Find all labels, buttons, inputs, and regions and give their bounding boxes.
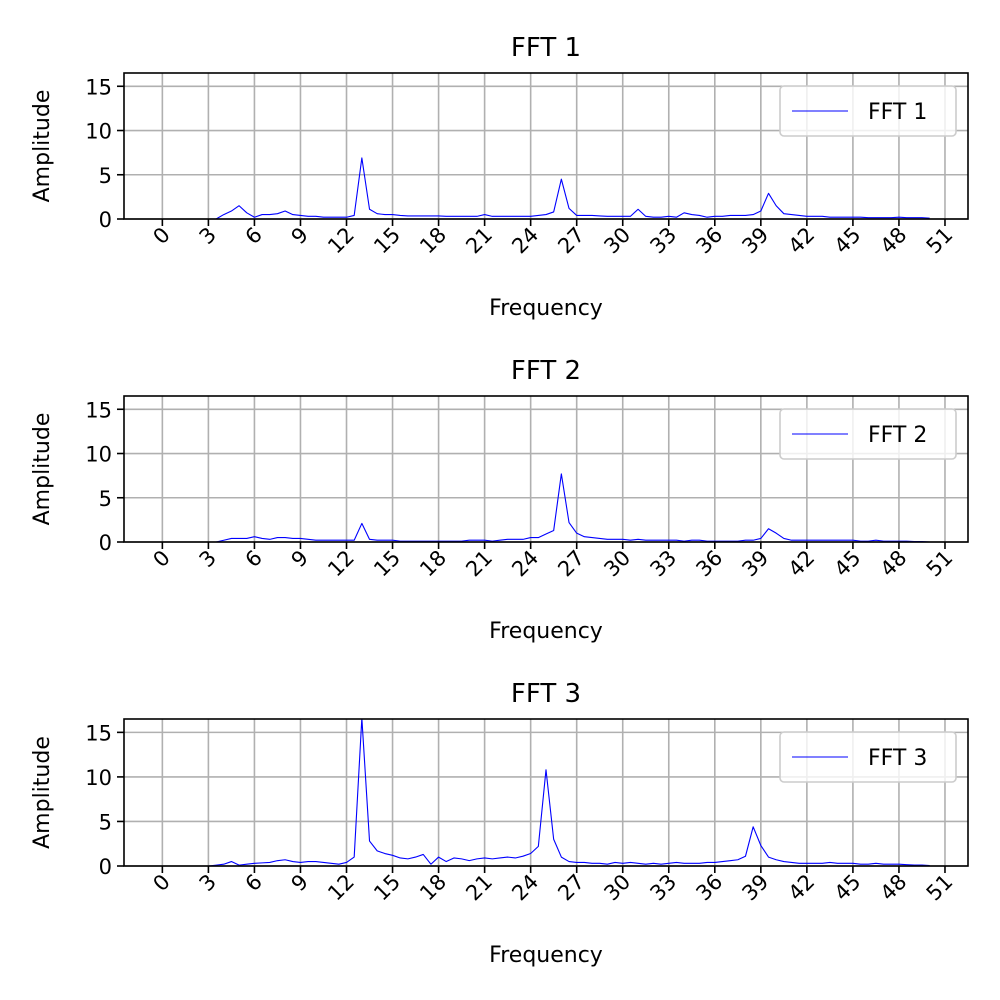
y-tick-label: 0 bbox=[99, 531, 112, 555]
y-tick-label: 5 bbox=[99, 487, 112, 511]
x-tick-label: 39 bbox=[737, 870, 773, 906]
x-tick-label: 51 bbox=[922, 223, 958, 259]
x-tick-label: 18 bbox=[415, 546, 451, 582]
x-axis-label: Frequency bbox=[489, 943, 603, 968]
chart-title: FFT 2 bbox=[511, 356, 581, 386]
x-tick-label: 27 bbox=[553, 546, 589, 582]
x-tick-label: 33 bbox=[645, 546, 681, 582]
legend-label: FFT 2 bbox=[868, 423, 927, 448]
y-tick-label: 10 bbox=[85, 120, 112, 144]
x-tick-label: 48 bbox=[876, 223, 912, 259]
x-tick-label: 48 bbox=[876, 546, 912, 582]
chart-panel-2: 0 3 6 9 12 15 18 21 24 27 30 33 36 39 42 45 48 51051015FF… bbox=[30, 356, 969, 644]
x-tick-label: 36 bbox=[691, 546, 727, 582]
x-tick-label: 33 bbox=[645, 223, 681, 259]
x-tick-label: 0 bbox=[148, 546, 174, 572]
x-tick-label: 36 bbox=[691, 870, 727, 906]
x-tick-label: 6 bbox=[241, 870, 267, 896]
series-line-1-1 bbox=[162, 157, 930, 219]
x-tick-label: 0 bbox=[148, 223, 174, 249]
x-tick-label: 42 bbox=[784, 546, 820, 582]
y-tick-label: 0 bbox=[99, 208, 112, 232]
y-tick-label: 5 bbox=[99, 164, 112, 188]
y-tick-label: 15 bbox=[85, 75, 112, 99]
x-tick-label: 24 bbox=[507, 546, 543, 582]
x-tick-label: 21 bbox=[461, 223, 497, 259]
chart-panel-3: 0 3 6 9 12 15 18 21 24 27 30 33 36 39 42 45 48 51051015FF… bbox=[30, 679, 969, 968]
x-tick-label: 6 bbox=[241, 546, 267, 572]
y-tick-label: 0 bbox=[99, 855, 112, 879]
y-tick-label: 5 bbox=[99, 810, 112, 834]
y-axis-label: Amplitude bbox=[30, 413, 55, 526]
x-tick-label: 27 bbox=[553, 223, 589, 259]
legend: FFT 3 bbox=[779, 731, 957, 783]
x-tick-label: 21 bbox=[461, 546, 497, 582]
x-tick-label: 24 bbox=[507, 223, 543, 259]
x-tick-label: 45 bbox=[830, 870, 866, 906]
x-tick-label: 18 bbox=[415, 223, 451, 259]
legend-box bbox=[779, 408, 957, 460]
chart-title: FFT 1 bbox=[511, 33, 581, 63]
x-tick-label: 3 bbox=[195, 870, 221, 896]
x-tick-label: 51 bbox=[922, 870, 958, 906]
legend-label: FFT 1 bbox=[868, 100, 927, 125]
y-tick-label: 15 bbox=[85, 721, 112, 745]
x-tick-label: 30 bbox=[599, 870, 635, 906]
chart-title: FFT 3 bbox=[511, 679, 581, 709]
x-tick-label: 30 bbox=[599, 546, 635, 582]
y-tick-label: 10 bbox=[85, 443, 112, 467]
x-tick-label: 0 bbox=[148, 870, 174, 896]
y-tick-label: 10 bbox=[85, 766, 112, 790]
legend: FFT 1 bbox=[779, 85, 957, 137]
x-tick-label: 12 bbox=[323, 870, 359, 906]
x-tick-label: 15 bbox=[369, 223, 405, 259]
x-tick-label: 48 bbox=[876, 870, 912, 906]
x-tick-label: 42 bbox=[784, 870, 820, 906]
series-line-3-1 bbox=[162, 719, 930, 866]
x-tick-label: 45 bbox=[830, 223, 866, 259]
x-tick-label: 51 bbox=[922, 546, 958, 582]
x-tick-label: 18 bbox=[415, 870, 451, 906]
y-axis-label: Amplitude bbox=[30, 736, 55, 849]
x-tick-label: 15 bbox=[369, 870, 405, 906]
legend: FFT 2 bbox=[779, 408, 957, 460]
x-axis-label: Frequency bbox=[489, 619, 603, 644]
x-tick-label: 45 bbox=[830, 546, 866, 582]
x-tick-label: 3 bbox=[195, 546, 221, 572]
axes-frame bbox=[123, 395, 969, 543]
legend-box bbox=[779, 85, 957, 137]
series-line-2-1 bbox=[162, 473, 930, 542]
axes-frame bbox=[123, 718, 969, 867]
x-tick-label: 27 bbox=[553, 870, 589, 906]
x-tick-label: 36 bbox=[691, 223, 727, 259]
x-tick-label: 15 bbox=[369, 546, 405, 582]
x-tick-label: 21 bbox=[461, 870, 497, 906]
legend-label: FFT 3 bbox=[868, 746, 927, 771]
x-tick-label: 12 bbox=[323, 546, 359, 582]
x-tick-label: 9 bbox=[287, 223, 313, 249]
x-tick-label: 24 bbox=[507, 870, 543, 906]
x-tick-label: 30 bbox=[599, 223, 635, 259]
x-tick-label: 12 bbox=[323, 223, 359, 259]
x-axis-label: Frequency bbox=[489, 296, 603, 321]
x-tick-label: 6 bbox=[241, 223, 267, 249]
x-tick-label: 9 bbox=[287, 546, 313, 572]
y-axis-label: Amplitude bbox=[30, 90, 55, 203]
x-tick-label: 9 bbox=[287, 870, 313, 896]
x-tick-label: 3 bbox=[195, 223, 221, 249]
chart-panel-1: 0 3 6 9 12 15 18 21 24 27 30 33 36 39 42 45 48 51051015FF… bbox=[30, 33, 969, 321]
x-tick-label: 39 bbox=[737, 546, 773, 582]
x-tick-label: 42 bbox=[784, 223, 820, 259]
legend-box bbox=[779, 731, 957, 783]
x-tick-label: 33 bbox=[645, 870, 681, 906]
x-tick-label: 39 bbox=[737, 223, 773, 259]
axes-frame bbox=[123, 72, 969, 220]
y-tick-label: 15 bbox=[85, 398, 112, 422]
